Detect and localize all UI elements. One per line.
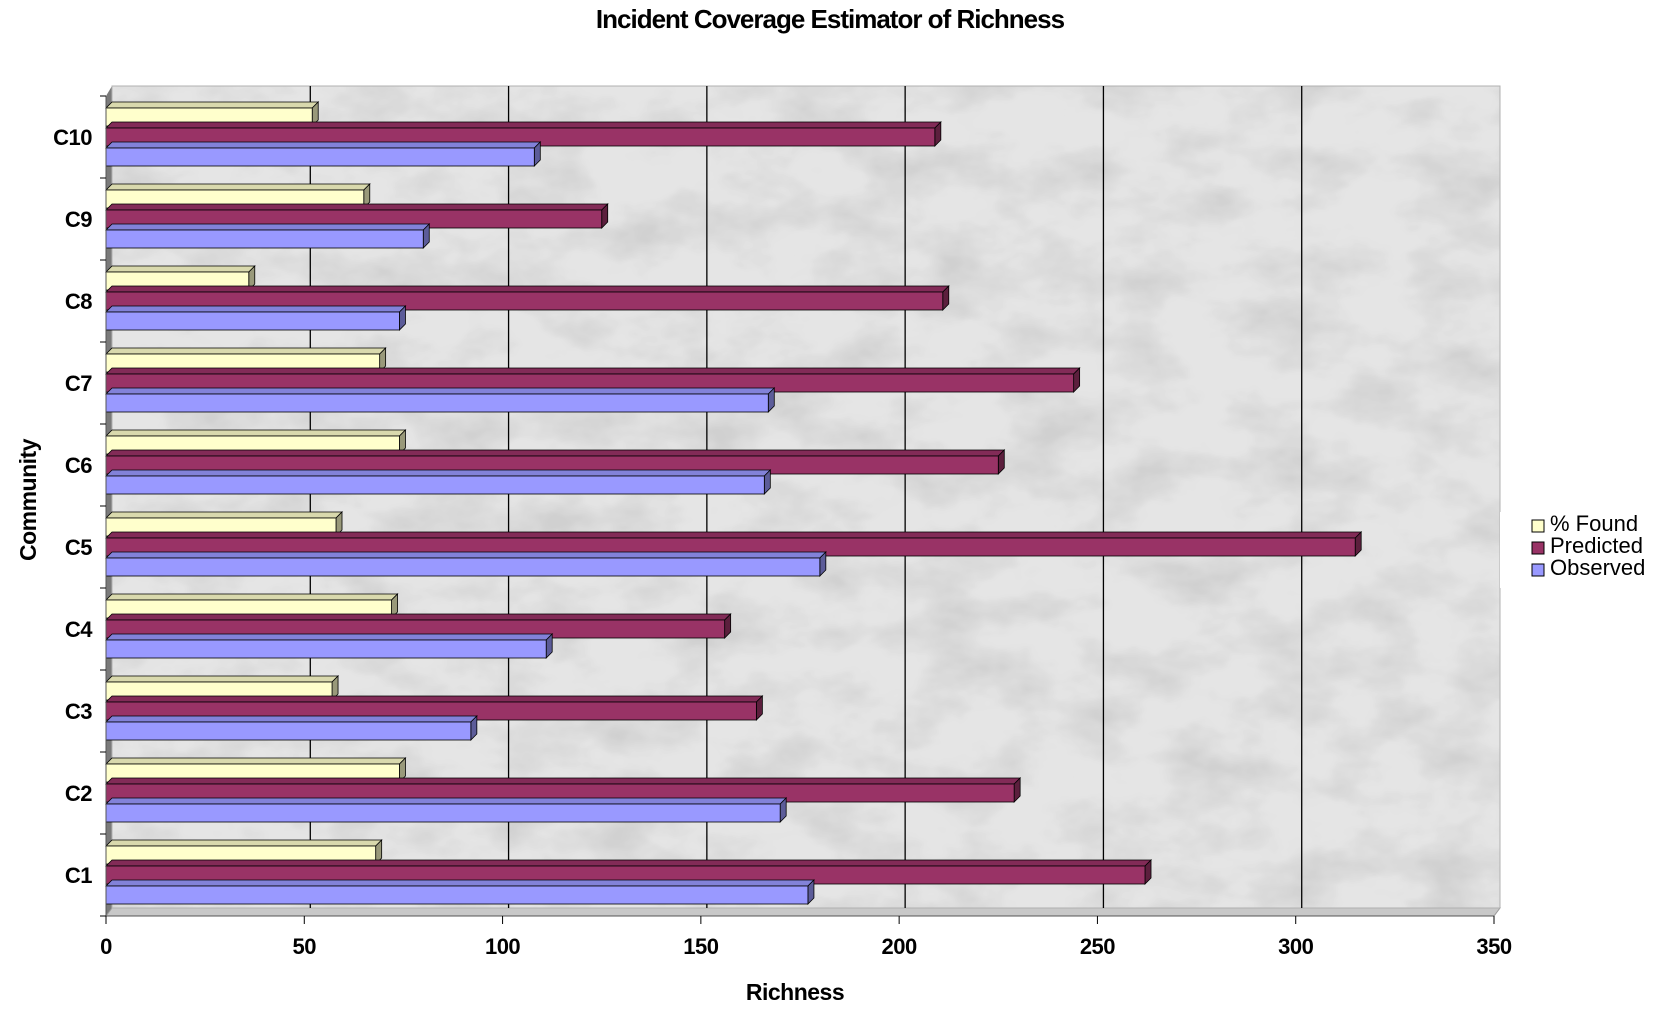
bar-group-c8 xyxy=(105,265,950,331)
legend-label: Observed xyxy=(1550,555,1645,580)
bar-observed-c3 xyxy=(105,721,472,741)
bar-group-c3 xyxy=(105,675,764,741)
plot-floor xyxy=(105,907,1501,917)
bar-top-face xyxy=(105,305,407,313)
x-tick-label: 350 xyxy=(1476,934,1511,959)
legend-swatch xyxy=(1531,519,1545,533)
x-tick-label: 0 xyxy=(100,934,112,959)
legend-label: % Found xyxy=(1550,511,1638,536)
bar-observed-c5 xyxy=(105,557,821,577)
bar-group-c7 xyxy=(105,347,1081,413)
bar-observed-c4 xyxy=(105,639,547,659)
y-tick-label: C1 xyxy=(65,863,92,888)
bar-top-face xyxy=(105,695,764,703)
bar-top-face xyxy=(105,839,383,847)
bar-observed-c6 xyxy=(105,475,765,495)
bar-top-face xyxy=(105,613,732,621)
bar-top-face xyxy=(105,141,542,149)
bar-top-face xyxy=(105,633,554,641)
plot-border xyxy=(111,85,1501,909)
bars xyxy=(105,101,1363,905)
bar-top-face xyxy=(105,777,1022,785)
bar-observed-c8 xyxy=(105,311,400,331)
bar-top-face xyxy=(105,121,942,129)
bar-top-face xyxy=(105,511,343,519)
legend-box xyxy=(1500,512,1656,588)
x-tick-label: 300 xyxy=(1278,934,1313,959)
bar-top-face xyxy=(105,223,431,231)
bar-top-face xyxy=(105,347,387,355)
y-tick-label: C9 xyxy=(65,207,92,232)
bar-top-face xyxy=(105,101,320,109)
bar-group-c4 xyxy=(105,593,732,659)
x-tick-label: 50 xyxy=(293,934,317,959)
y-tick-label: C4 xyxy=(65,617,93,642)
bar-group-c2 xyxy=(105,757,1022,823)
bar-observed-c1 xyxy=(105,885,809,905)
bar-observed-c2 xyxy=(105,803,781,823)
x-tick-label: 250 xyxy=(1080,934,1115,959)
bar-group-c9 xyxy=(105,183,609,249)
legend-swatch xyxy=(1531,563,1545,577)
bar-top-face xyxy=(105,387,776,395)
bar-top-face xyxy=(105,675,340,683)
y-tick-label: C10 xyxy=(53,125,92,150)
bar-group-c6 xyxy=(105,429,1006,495)
y-axis: C1 C2 C3 C4 C5 C6 C7 C8 C9 C10 xyxy=(53,95,107,917)
x-tick-label: 150 xyxy=(683,934,718,959)
bar-observed-c10 xyxy=(105,147,535,167)
bar-top-face xyxy=(105,757,407,765)
bar-observed-c7 xyxy=(105,393,769,413)
legend-label: Predicted xyxy=(1550,533,1643,558)
bar-group-c10 xyxy=(105,101,942,167)
x-axis: 0 50 100 150 200 250 300 350 xyxy=(100,915,1512,959)
bar-top-face xyxy=(105,715,478,723)
y-tick-label: C2 xyxy=(65,781,92,806)
x-tick-label: 100 xyxy=(485,934,520,959)
bar-top-face xyxy=(105,551,827,559)
y-tick-label: C6 xyxy=(65,453,92,478)
bar-top-face xyxy=(105,593,399,601)
y-tick-label: C7 xyxy=(65,371,92,396)
bar-group-c1 xyxy=(105,839,1152,905)
bar-top-face xyxy=(105,859,1152,867)
x-tick-label: 200 xyxy=(882,934,917,959)
chart-title: Incident Coverage Estimator of Richness xyxy=(596,4,1065,34)
bar-top-face xyxy=(105,429,407,437)
bar-top-face xyxy=(105,797,788,805)
legend-swatch xyxy=(1531,541,1545,555)
bar-top-face xyxy=(105,531,1363,539)
bar-group-c5 xyxy=(105,511,1363,577)
x-axis-title: Richness xyxy=(746,979,844,1005)
y-tick-label: C5 xyxy=(65,535,92,560)
bar-top-face xyxy=(105,367,1081,375)
bar-top-face xyxy=(105,879,815,887)
y-tick-label: C3 xyxy=(65,699,92,724)
bar-top-face xyxy=(105,449,1006,457)
bar-top-face xyxy=(105,183,371,191)
y-axis-title: Community xyxy=(15,438,41,561)
bar-top-face xyxy=(105,203,609,211)
bar-observed-c9 xyxy=(105,229,424,249)
bar-top-face xyxy=(105,469,772,477)
y-tick-label: C8 xyxy=(65,289,92,314)
bar-top-face xyxy=(105,285,950,293)
bar-top-face xyxy=(105,265,256,273)
